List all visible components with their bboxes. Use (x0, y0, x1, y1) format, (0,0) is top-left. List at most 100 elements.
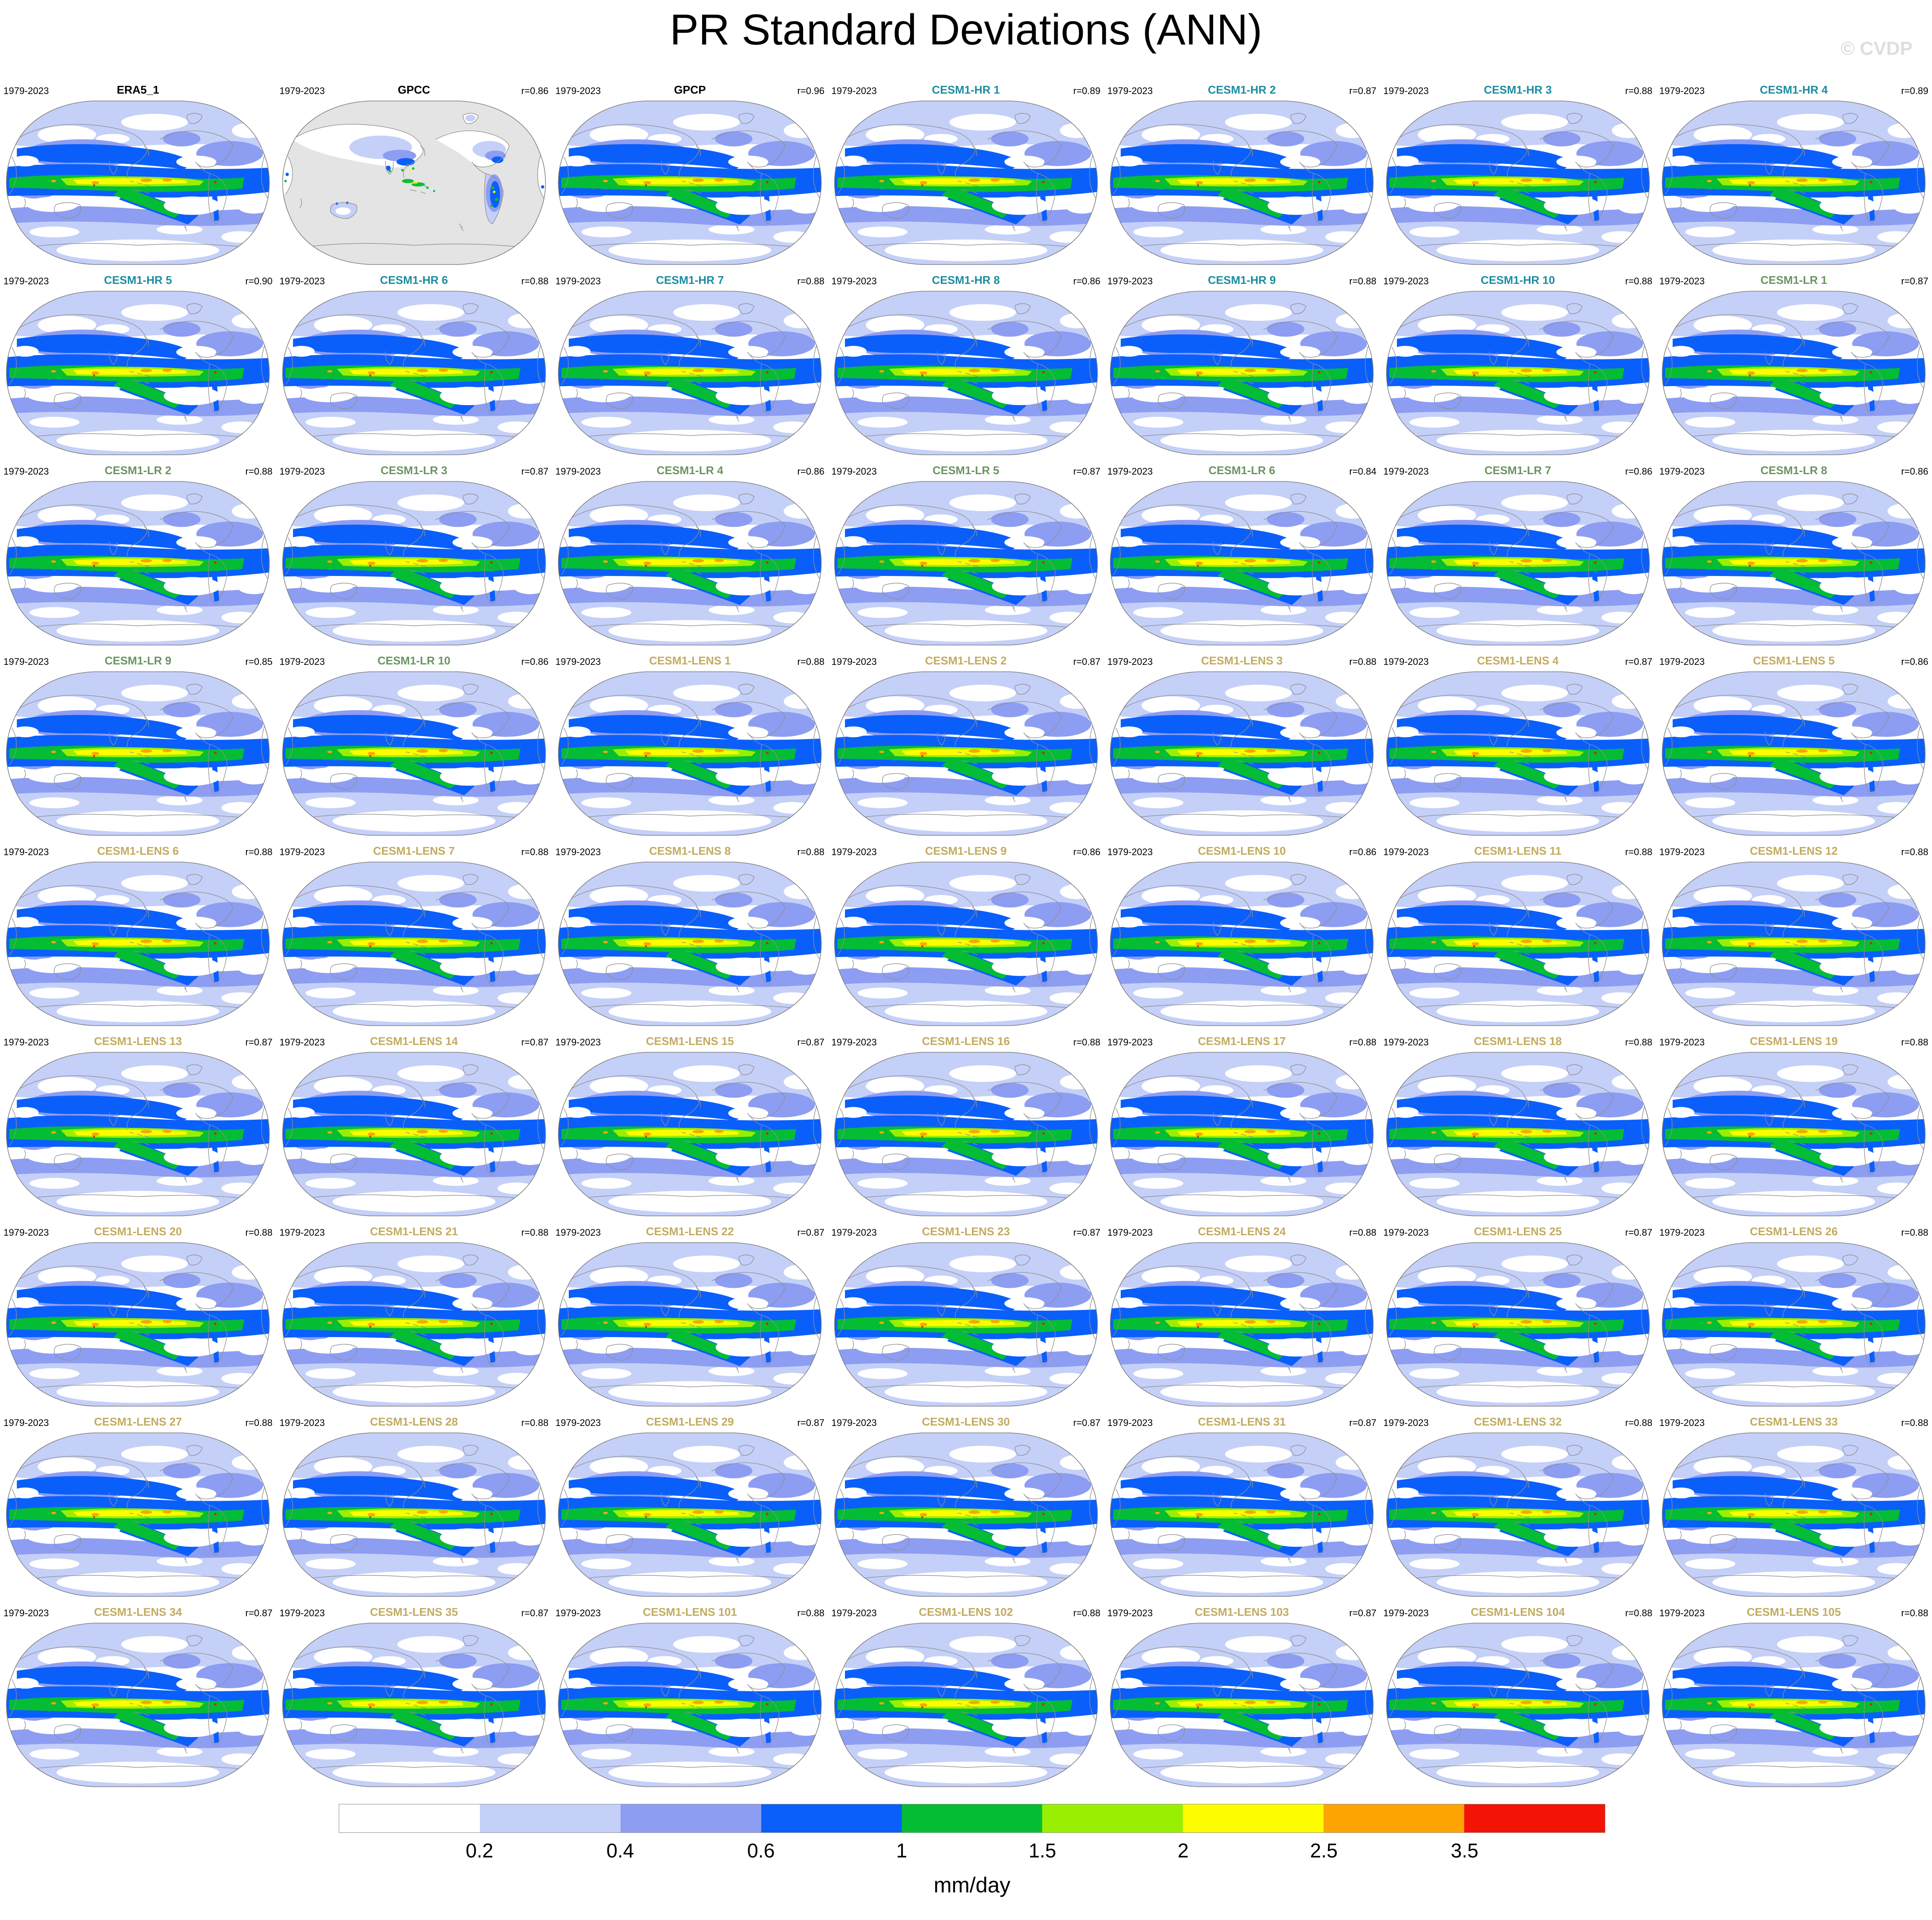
colorbar-tick-label: 0.2 (466, 1839, 494, 1862)
panel-correlation: r=0.86 (1349, 847, 1377, 857)
panel-correlation: r=0.86 (1073, 276, 1100, 286)
map-panel: 1979-2023 CESM1-LENS 16 r=0.88 (828, 1033, 1104, 1224)
map-panel: 1979-2023 CESM1-LENS 5 r=0.86 (1656, 653, 1932, 843)
panel-correlation: r=0.88 (521, 276, 548, 286)
world-map (1384, 479, 1651, 647)
panel-correlation: r=0.87 (797, 1417, 825, 1428)
colorbar-tick-label: 2.5 (1310, 1839, 1338, 1862)
map-panel: 1979-2023 CESM1-HR 5 r=0.90 (0, 272, 276, 463)
world-map (1660, 860, 1927, 1028)
panel-header: 1979-2023 CESM1-LR 1 r=0.87 (1656, 272, 1932, 288)
colorbar-tick-label: 0.4 (606, 1839, 634, 1862)
panel-period: 1979-2023 (1383, 1227, 1429, 1238)
colorbar-segment (620, 1804, 761, 1832)
panel-title: CESM1-LENS 24 (1198, 1225, 1286, 1238)
panel-correlation: r=0.87 (1073, 656, 1100, 667)
panel-title: CESM1-LENS 2 (925, 654, 1007, 667)
world-map (4, 479, 271, 647)
panel-correlation: r=0.88 (1625, 276, 1652, 286)
panel-header: 1979-2023 CESM1-LENS 23 r=0.87 (828, 1224, 1104, 1239)
panel-correlation: r=0.88 (1349, 1037, 1377, 1048)
panel-correlation: r=0.88 (797, 656, 825, 667)
map-panel: 1979-2023 CESM1-LENS 9 r=0.86 (828, 843, 1104, 1033)
world-map (556, 99, 823, 267)
panel-title: CESM1-LR 8 (1760, 464, 1828, 477)
map-panel: 1979-2023 CESM1-LENS 102 r=0.88 (828, 1604, 1104, 1794)
panel-header: 1979-2023 CESM1-LR 5 r=0.87 (828, 463, 1104, 478)
panel-period: 1979-2023 (3, 466, 49, 477)
map-panel: 1979-2023 CESM1-LR 8 r=0.86 (1656, 463, 1932, 653)
panel-title: CESM1-HR 6 (380, 274, 448, 286)
panel-correlation: r=0.87 (1073, 1417, 1100, 1428)
world-map (1660, 479, 1927, 647)
panel-correlation: r=0.88 (1349, 1227, 1377, 1238)
panel-title: CESM1-LENS 35 (370, 1605, 458, 1618)
panel-period: 1979-2023 (1107, 1037, 1153, 1048)
panel-header: 1979-2023 CESM1-LENS 22 r=0.87 (552, 1224, 828, 1239)
panel-title: CESM1-HR 4 (1760, 83, 1828, 96)
panel-correlation: r=0.87 (245, 1037, 273, 1048)
panel-period: 1979-2023 (1107, 276, 1153, 286)
map-panel: 1979-2023 CESM1-LENS 21 r=0.88 (276, 1224, 552, 1414)
panel-correlation: r=0.89 (1901, 85, 1929, 96)
panel-header: 1979-2023 CESM1-LENS 9 r=0.86 (828, 843, 1104, 859)
map-panel: 1979-2023 CESM1-LR 7 r=0.86 (1380, 463, 1656, 653)
map-panel: 1979-2023 CESM1-LENS 32 r=0.88 (1380, 1414, 1656, 1604)
panel-correlation: r=0.88 (1901, 847, 1929, 857)
map-panel: 1979-2023 CESM1-LENS 4 r=0.87 (1380, 653, 1656, 843)
panel-header: 1979-2023 CESM1-LENS 7 r=0.88 (276, 843, 552, 859)
panel-header: 1979-2023 CESM1-LENS 16 r=0.88 (828, 1033, 1104, 1049)
panel-correlation: r=0.86 (1073, 847, 1100, 857)
world-map (556, 1240, 823, 1408)
panel-title: CESM1-LENS 30 (922, 1415, 1010, 1428)
panel-title: CESM1-LENS 9 (925, 844, 1007, 857)
panel-correlation: r=0.86 (1901, 466, 1929, 477)
panel-header: 1979-2023 CESM1-HR 7 r=0.88 (552, 272, 828, 288)
panel-header: 1979-2023 CESM1-LENS 1 r=0.88 (552, 653, 828, 668)
panel-header: 1979-2023 CESM1-LENS 19 r=0.88 (1656, 1033, 1932, 1049)
colorbar-tick-label: 0.6 (747, 1839, 775, 1862)
panel-header: 1979-2023 CESM1-HR 6 r=0.88 (276, 272, 552, 288)
panel-grid: 1979-2023 ERA5_1 1979-2023 GPCC r=0.86 1… (0, 82, 1932, 1794)
map-panel: 1979-2023 CESM1-LENS 8 r=0.88 (552, 843, 828, 1033)
world-map (1384, 289, 1651, 457)
panel-period: 1979-2023 (1383, 85, 1429, 96)
panel-period: 1979-2023 (1659, 466, 1705, 477)
panel-correlation: r=0.90 (245, 276, 273, 286)
panel-period: 1979-2023 (555, 1037, 601, 1048)
panel-header: 1979-2023 CESM1-LENS 8 r=0.88 (552, 843, 828, 859)
panel-correlation: r=0.88 (797, 276, 825, 286)
panel-correlation: r=0.88 (245, 466, 273, 477)
map-panel: 1979-2023 CESM1-LENS 11 r=0.88 (1380, 843, 1656, 1033)
world-map (1384, 1240, 1651, 1408)
panel-correlation: r=0.88 (1901, 1037, 1929, 1048)
map-panel: 1979-2023 CESM1-LR 3 r=0.87 (276, 463, 552, 653)
panel-correlation: r=0.87 (797, 1037, 825, 1048)
panel-period: 1979-2023 (555, 1227, 601, 1238)
world-map (1384, 1431, 1651, 1599)
panel-title: CESM1-LR 10 (377, 654, 451, 667)
panel-header: 1979-2023 CESM1-HR 5 r=0.90 (0, 272, 276, 288)
panel-period: 1979-2023 (1659, 847, 1705, 857)
map-panel: 1979-2023 CESM1-LR 1 r=0.87 (1656, 272, 1932, 463)
panel-header: 1979-2023 CESM1-LENS 5 r=0.86 (1656, 653, 1932, 668)
panel-header: 1979-2023 CESM1-LENS 13 r=0.87 (0, 1033, 276, 1049)
panel-period: 1979-2023 (1107, 1608, 1153, 1618)
colorbar-segment (339, 1804, 480, 1832)
panel-header: 1979-2023 CESM1-LENS 25 r=0.87 (1380, 1224, 1656, 1239)
world-map (832, 1621, 1100, 1789)
panel-header: 1979-2023 CESM1-LENS 17 r=0.88 (1104, 1033, 1380, 1049)
map-panel: 1979-2023 CESM1-LENS 3 r=0.88 (1104, 653, 1380, 843)
panel-period: 1979-2023 (1659, 276, 1705, 286)
panel-correlation: r=0.88 (245, 847, 273, 857)
panel-correlation: r=0.87 (1349, 1417, 1377, 1428)
panel-header: 1979-2023 CESM1-LENS 105 r=0.88 (1656, 1604, 1932, 1620)
panel-header: 1979-2023 CESM1-LR 10 r=0.86 (276, 653, 552, 668)
world-map (556, 1431, 823, 1599)
panel-correlation: r=0.89 (1073, 85, 1100, 96)
panel-correlation: r=0.88 (1625, 847, 1652, 857)
map-panel: 1979-2023 CESM1-LENS 25 r=0.87 (1380, 1224, 1656, 1414)
panel-correlation: r=0.86 (797, 466, 825, 477)
panel-header: 1979-2023 CESM1-LR 6 r=0.84 (1104, 463, 1380, 478)
panel-title: CESM1-LR 4 (656, 464, 724, 477)
